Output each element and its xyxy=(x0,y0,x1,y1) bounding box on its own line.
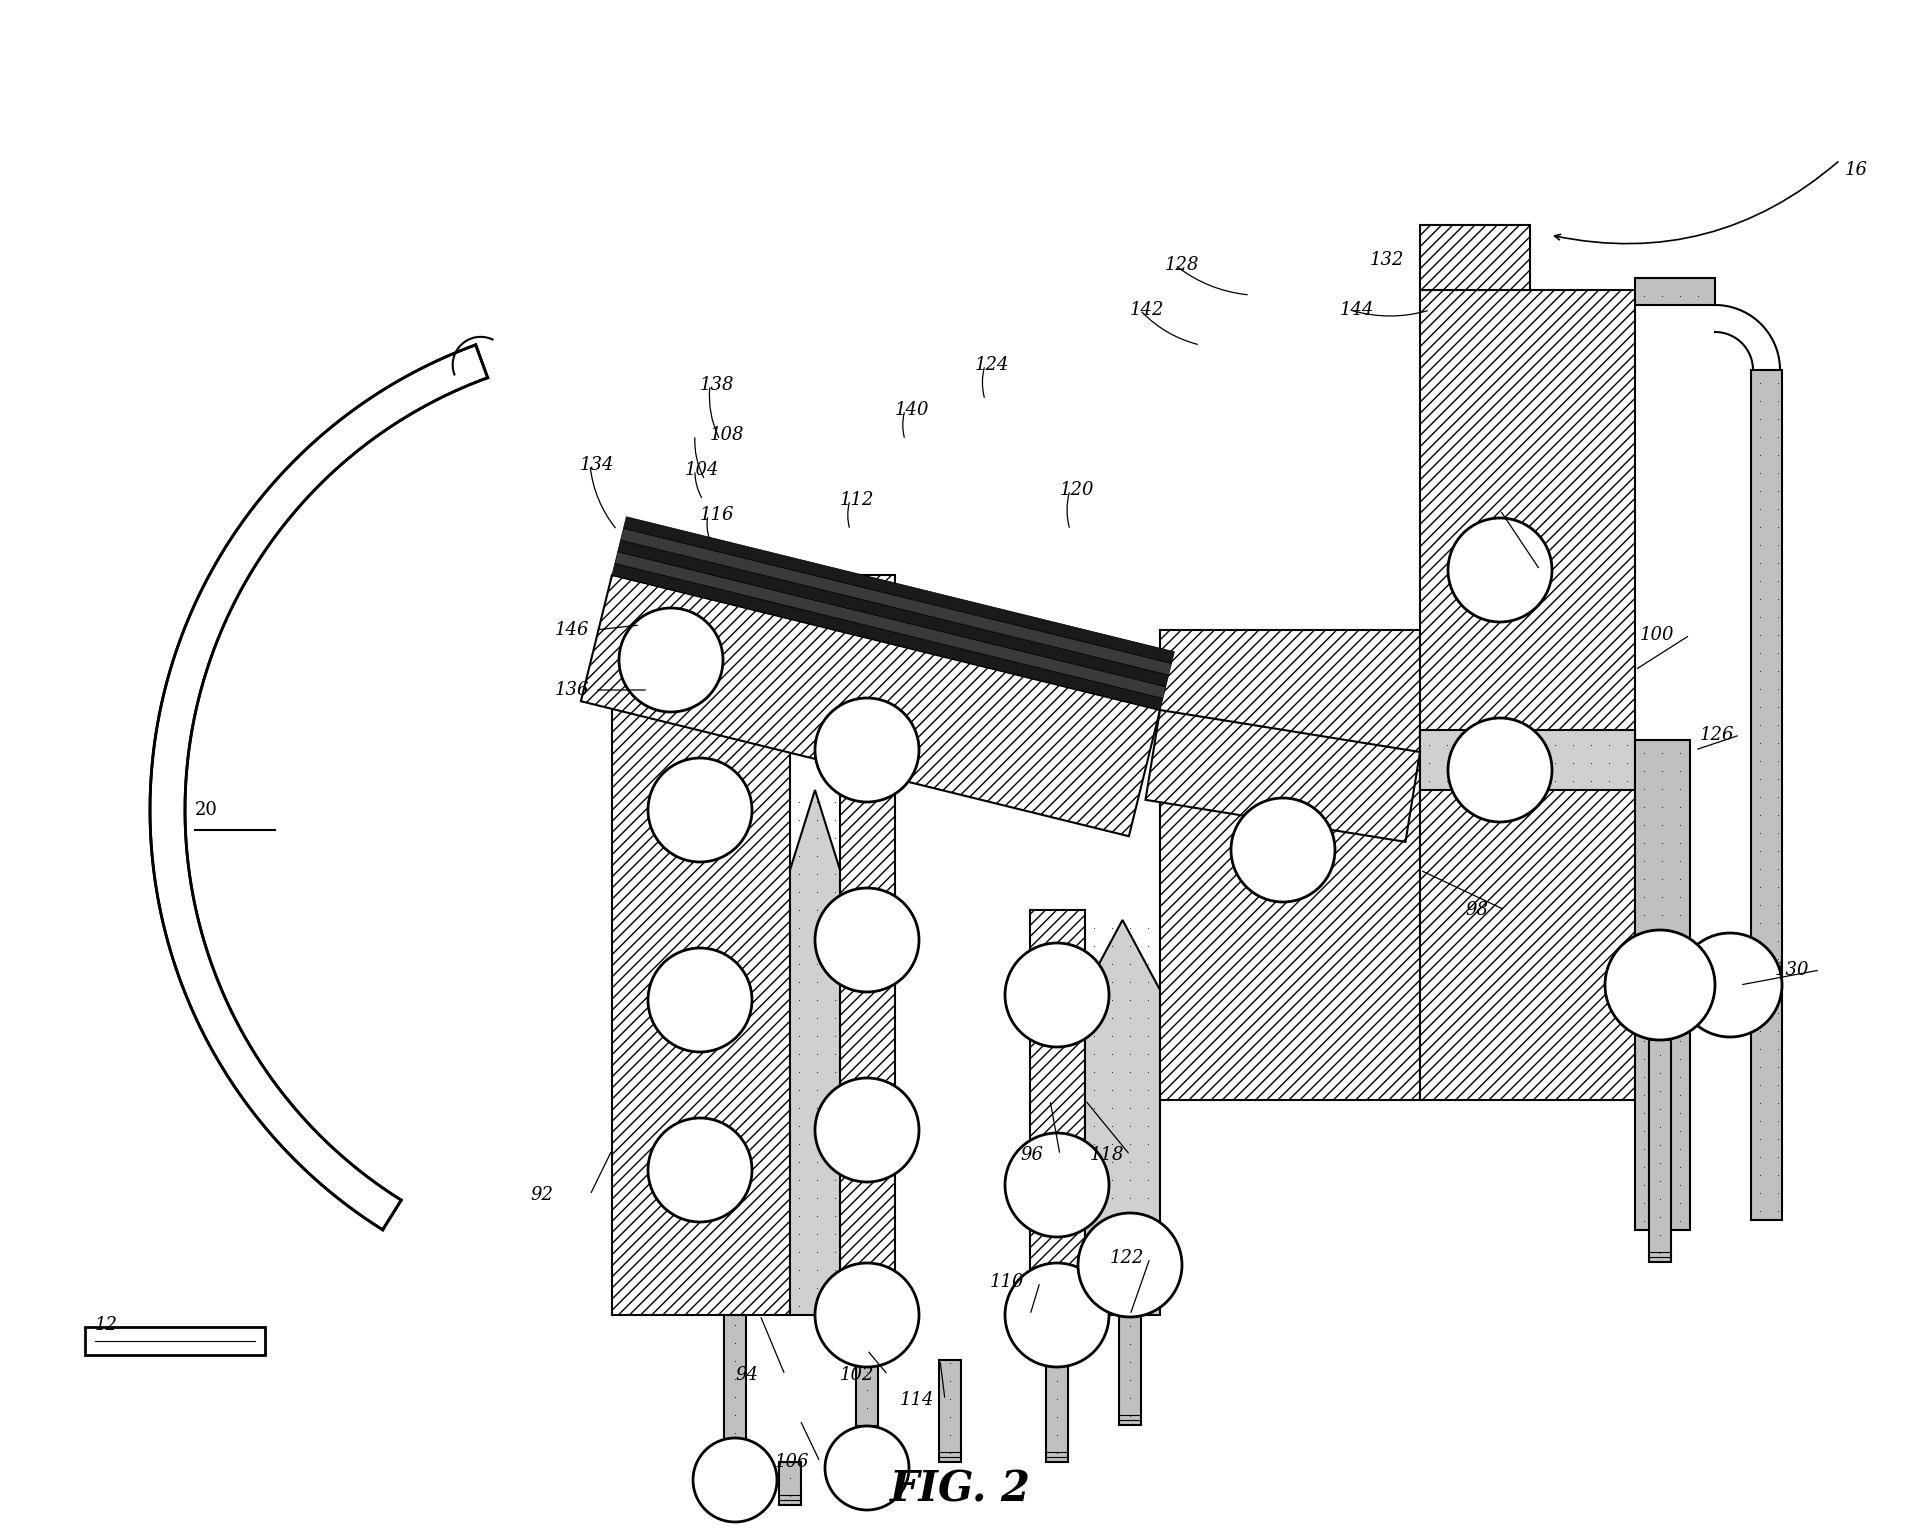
Polygon shape xyxy=(1636,741,1690,1230)
Polygon shape xyxy=(612,563,1164,710)
Polygon shape xyxy=(1119,1314,1140,1424)
Text: 128: 128 xyxy=(1165,256,1200,274)
Text: 114: 114 xyxy=(900,1391,935,1409)
Text: 16: 16 xyxy=(1845,161,1868,179)
Text: 124: 124 xyxy=(975,356,1010,373)
Polygon shape xyxy=(1029,910,1085,1314)
Polygon shape xyxy=(150,344,488,1230)
Text: 118: 118 xyxy=(1091,1146,1125,1164)
Text: 120: 120 xyxy=(1060,480,1094,499)
Text: 138: 138 xyxy=(701,376,735,395)
Polygon shape xyxy=(582,575,1160,837)
Polygon shape xyxy=(789,789,841,1314)
Text: 142: 142 xyxy=(1131,301,1165,318)
Circle shape xyxy=(1004,1134,1110,1236)
Text: 130: 130 xyxy=(1774,961,1809,979)
Circle shape xyxy=(649,1118,753,1222)
Circle shape xyxy=(1004,942,1110,1047)
Text: 132: 132 xyxy=(1371,251,1405,269)
Polygon shape xyxy=(614,552,1165,698)
Polygon shape xyxy=(1751,370,1782,1219)
Text: 146: 146 xyxy=(555,621,589,640)
Text: 104: 104 xyxy=(685,461,720,479)
Text: 100: 100 xyxy=(1640,626,1674,644)
Circle shape xyxy=(618,607,724,711)
Polygon shape xyxy=(1160,630,1421,1100)
Polygon shape xyxy=(856,1314,877,1435)
Text: 108: 108 xyxy=(710,425,745,444)
Polygon shape xyxy=(1146,710,1421,842)
Text: 12: 12 xyxy=(94,1316,117,1334)
Circle shape xyxy=(1678,933,1782,1037)
Text: 116: 116 xyxy=(701,506,735,523)
Circle shape xyxy=(1448,519,1551,623)
Polygon shape xyxy=(841,575,895,1314)
Circle shape xyxy=(1448,718,1551,822)
Polygon shape xyxy=(724,1314,747,1460)
Polygon shape xyxy=(939,1360,962,1463)
Text: 94: 94 xyxy=(735,1366,758,1385)
Circle shape xyxy=(1605,930,1715,1040)
Circle shape xyxy=(649,757,753,861)
Circle shape xyxy=(814,1262,920,1366)
Polygon shape xyxy=(1085,920,1160,1314)
Polygon shape xyxy=(1636,278,1715,304)
Polygon shape xyxy=(1421,225,1530,291)
Text: 20: 20 xyxy=(196,802,217,819)
Text: 144: 144 xyxy=(1340,301,1375,318)
Text: 96: 96 xyxy=(1020,1146,1043,1164)
Polygon shape xyxy=(618,540,1169,687)
Text: 134: 134 xyxy=(580,456,614,474)
Text: 126: 126 xyxy=(1699,727,1734,744)
Polygon shape xyxy=(612,575,789,1314)
Circle shape xyxy=(693,1438,778,1522)
Circle shape xyxy=(1077,1213,1183,1317)
Polygon shape xyxy=(780,1463,801,1506)
Circle shape xyxy=(649,949,753,1053)
Polygon shape xyxy=(1046,1314,1068,1463)
Circle shape xyxy=(1231,799,1334,903)
Text: 110: 110 xyxy=(991,1273,1025,1291)
Circle shape xyxy=(814,698,920,802)
Polygon shape xyxy=(1649,1040,1670,1262)
Text: 122: 122 xyxy=(1110,1248,1144,1267)
Polygon shape xyxy=(1421,730,1636,789)
Text: 136: 136 xyxy=(555,681,589,699)
Circle shape xyxy=(814,1079,920,1183)
Polygon shape xyxy=(84,1327,265,1356)
Polygon shape xyxy=(620,528,1171,675)
Text: 112: 112 xyxy=(841,491,874,509)
Circle shape xyxy=(814,887,920,991)
Text: 98: 98 xyxy=(1465,901,1488,920)
Text: FIG. 2: FIG. 2 xyxy=(889,1469,1031,1512)
Circle shape xyxy=(1004,1262,1110,1366)
Text: 102: 102 xyxy=(841,1366,874,1385)
Polygon shape xyxy=(624,517,1175,664)
Text: 140: 140 xyxy=(895,401,929,419)
Circle shape xyxy=(826,1426,908,1510)
Text: 106: 106 xyxy=(776,1454,810,1470)
Text: 92: 92 xyxy=(530,1186,553,1204)
Polygon shape xyxy=(1421,291,1636,1100)
